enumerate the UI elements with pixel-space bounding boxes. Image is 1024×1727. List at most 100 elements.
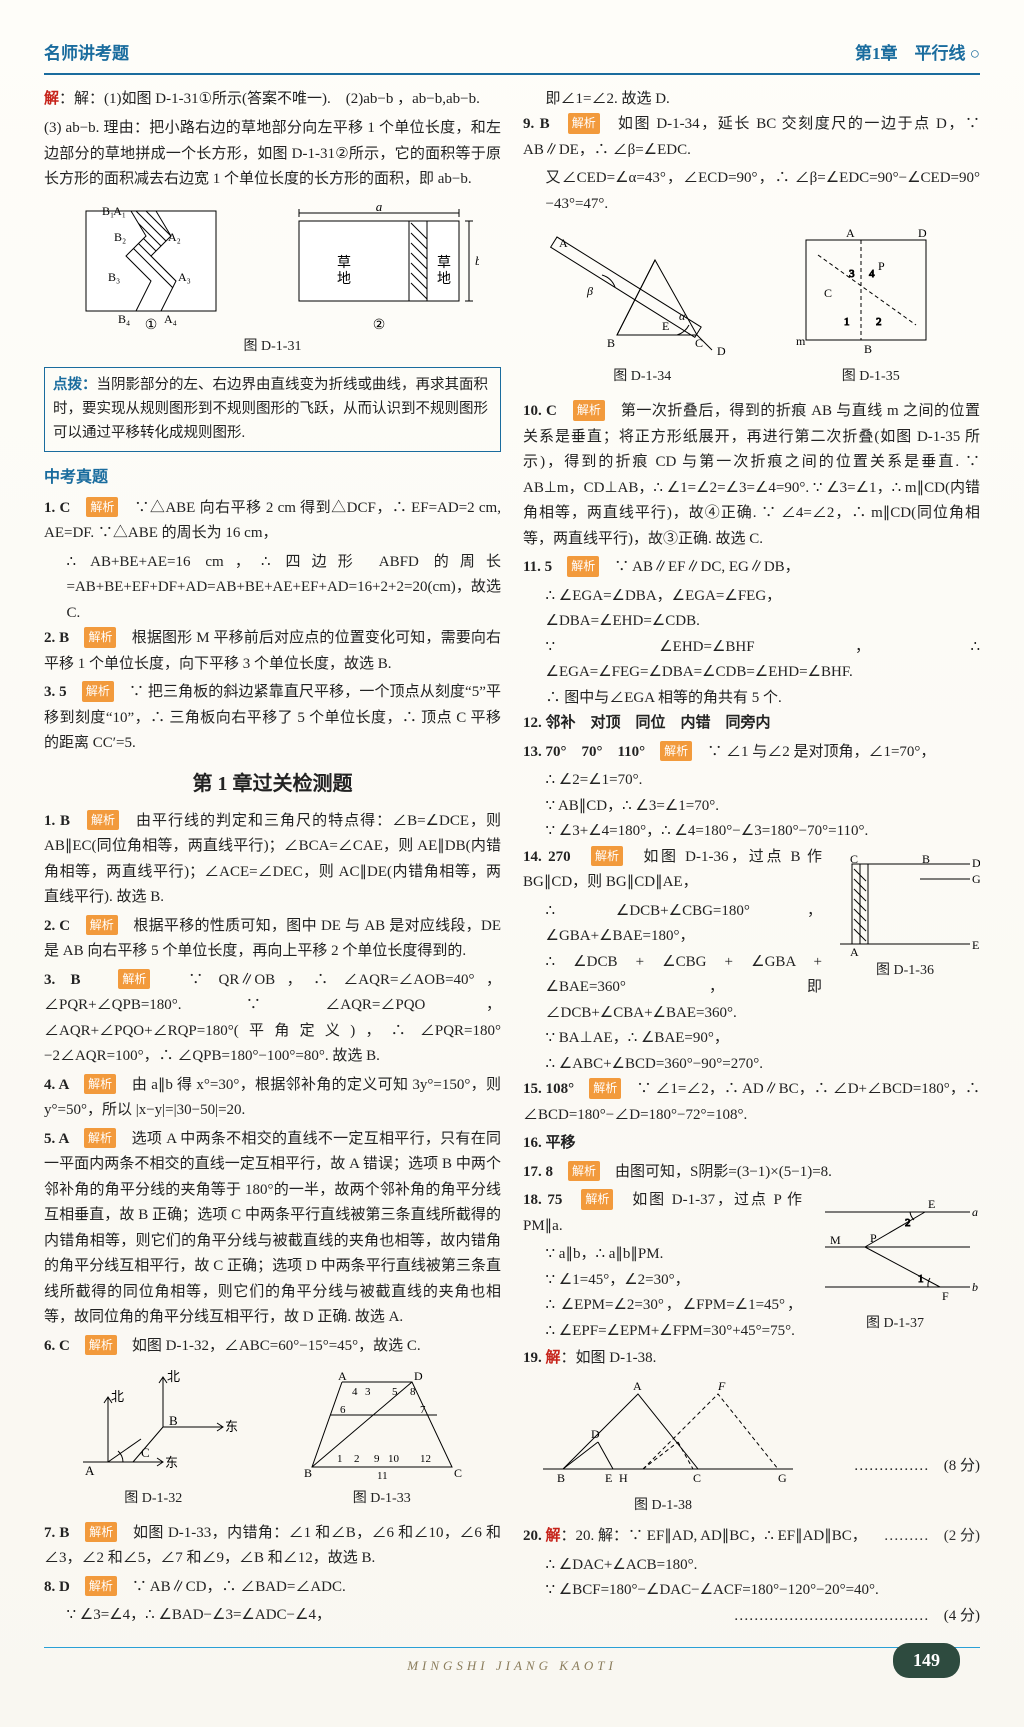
r-q13d: ∵ AB∥CD，∴ ∠3=∠1=70°. [546, 794, 981, 820]
score-4-text: (4 分) [944, 1608, 980, 1624]
r-q18-num: 18. 75 [523, 1192, 581, 1208]
jiexi-tag: 解析 [84, 1128, 116, 1148]
r-q17: 17. 8 解析 由图可知，S阴影=(3−1)×(5−1)=8. [523, 1160, 980, 1186]
r-q20c: ∵ ∠BCF=180°−∠DAC−∠ACF=180°−120°−20°=40°. [546, 1578, 981, 1604]
jiexi-tag: 解析 [573, 400, 605, 420]
svg-text:b: b [972, 1280, 978, 1294]
fig-d136: BC DG AE [830, 849, 980, 959]
svg-text:a: a [972, 1205, 978, 1219]
svg-text:C: C [141, 1445, 150, 1460]
ch1-q6-num: 6. C [44, 1338, 85, 1354]
svg-text:C: C [693, 1471, 701, 1485]
fig-d131-1: B₁A₁ B₂A₂ B₃A₃ B₄A₄ ① [66, 201, 236, 331]
r-q13e: ∵ ∠3+∠4=180°，∴ ∠4=180°−∠3=180°−70°=110°. [546, 819, 981, 845]
ch1-q4-num: 4. A [44, 1077, 84, 1093]
ch1-q8b: ∵ AB∥CD，∴ ∠BAD=∠ADC. [132, 1579, 346, 1595]
svg-text:B: B [607, 336, 615, 350]
fig-d138-box: AF D BEH CG 图 D-1-38 [523, 1374, 803, 1524]
svg-text:地: 地 [337, 271, 351, 287]
r-q11: 11. 5 解析 ∵ AB∥EF∥DC, EG∥DB， [523, 555, 980, 581]
r-q16: 16. 平移 [523, 1131, 980, 1157]
r-q16-text: 16. 平移 [523, 1135, 576, 1151]
svg-text:1: 1 [844, 316, 850, 328]
fig-d138-cap: 图 D-1-38 [523, 1494, 803, 1518]
svg-text:4: 4 [869, 268, 875, 280]
svg-text:E: E [972, 938, 979, 952]
svg-text:F: F [942, 1289, 949, 1303]
svg-text:2: 2 [905, 1217, 911, 1229]
ch1-q5: 5. A 解析 选项 A 中两条不相交的直线不一定互相平行，只有在同一平面内两条… [44, 1127, 501, 1331]
svg-text:D: D [918, 226, 927, 240]
svg-text:9: 9 [374, 1453, 380, 1465]
svg-text:b: b [475, 253, 479, 268]
svg-text:1: 1 [918, 1273, 924, 1285]
fig-d132-33-row: 北 B 东 C 北 A 东 图 D-1-32 [44, 1367, 501, 1517]
svg-text:东: 东 [165, 1455, 178, 1470]
svg-text:D: D [414, 1369, 423, 1383]
jiexi-tag: 解析 [118, 969, 150, 989]
zk-q2: 2. B 解析 根据图形 M 平移前后对应点的位置变化可知，需要向右平移 1 个… [44, 626, 501, 677]
svg-text:4: 4 [352, 1386, 358, 1398]
jiexi-tag: 解析 [85, 1576, 117, 1596]
r-q9: 9. B 解析 如图 D-1-34，延长 BC 交刻度尺的一边于点 D，∵ AB… [523, 112, 980, 163]
svg-text:A: A [846, 226, 855, 240]
r-q12: 12. 邻补 对顶 同位 内错 同旁内 [523, 711, 980, 737]
r-q11b: ∵ AB∥EF∥DC, EG∥DB， [614, 559, 799, 575]
zk-q3: 3. 5 解析 ∵ 把三角板的斜边紧靠直尺平移，一个顶点从刻度“5”平移到刻度“… [44, 680, 501, 757]
header-dot: ○ [970, 44, 980, 63]
svg-text:B₄: B₄ [118, 312, 130, 326]
svg-text:G: G [972, 872, 980, 886]
r-q11e: ∵ ∠EHD=∠BHF，∴ ∠EGA=∠FEG=∠DBA=∠CDB=∠EHD=∠… [546, 635, 981, 686]
svg-text:A: A [633, 1379, 642, 1393]
fig-d135-cap: 图 D-1-35 [786, 365, 956, 389]
svg-text:8: 8 [410, 1386, 416, 1398]
jiexi-tag: 解析 [568, 1161, 600, 1181]
svg-text:A₄: A₄ [164, 312, 177, 326]
fig-d134-cap: 图 D-1-34 [547, 365, 737, 389]
ch1-q2-num: 2. C [44, 918, 86, 934]
fig-d133: AD BC 43 58 67 12 910 12 11 [282, 1367, 482, 1487]
fig-d131-2: 草 地 草 地 a b ② [279, 201, 479, 331]
svg-text:M: M [830, 1233, 841, 1247]
svg-text:2: 2 [354, 1453, 360, 1465]
svg-text:1: 1 [337, 1453, 343, 1465]
fig-d133-cap: 图 D-1-33 [282, 1487, 482, 1511]
jiexi-tag: 解析 [87, 810, 119, 830]
svg-text:②: ② [373, 318, 386, 331]
r-q13b: ∵ ∠1 与∠2 是对顶角，∠1=70°， [707, 744, 935, 760]
r-q11d: ∠DBA=∠EHD=∠CDB. [546, 609, 981, 635]
svg-text:C: C [454, 1466, 462, 1480]
ch1-q1: 1. B 解析 由平行线的判定和三角尺的特点得：∠B=∠DCE，则 AB∥EC(… [44, 809, 501, 911]
r-cont: 即∠1=∠2. 故选 D. [546, 87, 981, 113]
svg-text:北: 北 [111, 1389, 124, 1404]
ch1-q8: 8. D 解析 ∵ AB∥CD，∴ ∠BAD=∠ADC. [44, 1575, 501, 1601]
svg-text:E: E [605, 1471, 612, 1485]
jiexi-tag: 解析 [581, 1189, 613, 1209]
r-q19: 19. 解：19. 解：如图 D-1-38.如图 D-1-38. [523, 1346, 980, 1372]
tip-body: 当阴影部分的左、右边界由直线变为折线或曲线，再求其面积时，要实现从规则图形到不规… [53, 377, 488, 441]
ch1-q6b: 如图 D-1-32，∠ABC=60°−15°=45°，故选 C. [132, 1338, 421, 1354]
svg-text:A₃: A₃ [178, 270, 191, 284]
r-q13-num: 13. 70° 70° 110° [523, 744, 660, 760]
svg-text:H: H [619, 1471, 628, 1485]
jiexi-tag: 解析 [86, 497, 118, 517]
svg-text:B: B [557, 1471, 565, 1485]
ch1-title: 第 1 章过关检测题 [44, 767, 501, 801]
ch1-q7: 7. B 解析 如图 D-1-33，内错角：∠1 和∠B，∠6 和∠10，∠6 … [44, 1521, 501, 1572]
svg-text:α: α [679, 309, 686, 323]
svg-text:东: 东 [225, 1419, 238, 1434]
r-q10: 10. C 解析 第一次折叠后，得到的折痕 AB 与直线 m 之间的位置关系是垂… [523, 399, 980, 552]
fig-d136-cap: 图 D-1-36 [830, 959, 980, 983]
ch1-q8-num: 8. D [44, 1579, 85, 1595]
footer-text: MINGSHI JIANG KAOTI [44, 1655, 980, 1677]
svg-text:C: C [695, 336, 703, 350]
zk-q1: 1. C 解析 ∵△ABE 向右平移 2 cm 得到△DCF，∴ EF=AD=2… [44, 496, 501, 547]
svg-text:β: β [586, 284, 593, 298]
fig-d137-cap: 图 D-1-37 [810, 1312, 980, 1336]
score-8-text: (8 分) [944, 1458, 980, 1474]
r-q17-num: 17. 8 [523, 1164, 568, 1180]
svg-text:北: 北 [167, 1369, 180, 1384]
svg-text:B: B [304, 1466, 312, 1480]
zk-q2-num: 2. B [44, 630, 84, 646]
svg-text:11: 11 [377, 1470, 388, 1482]
